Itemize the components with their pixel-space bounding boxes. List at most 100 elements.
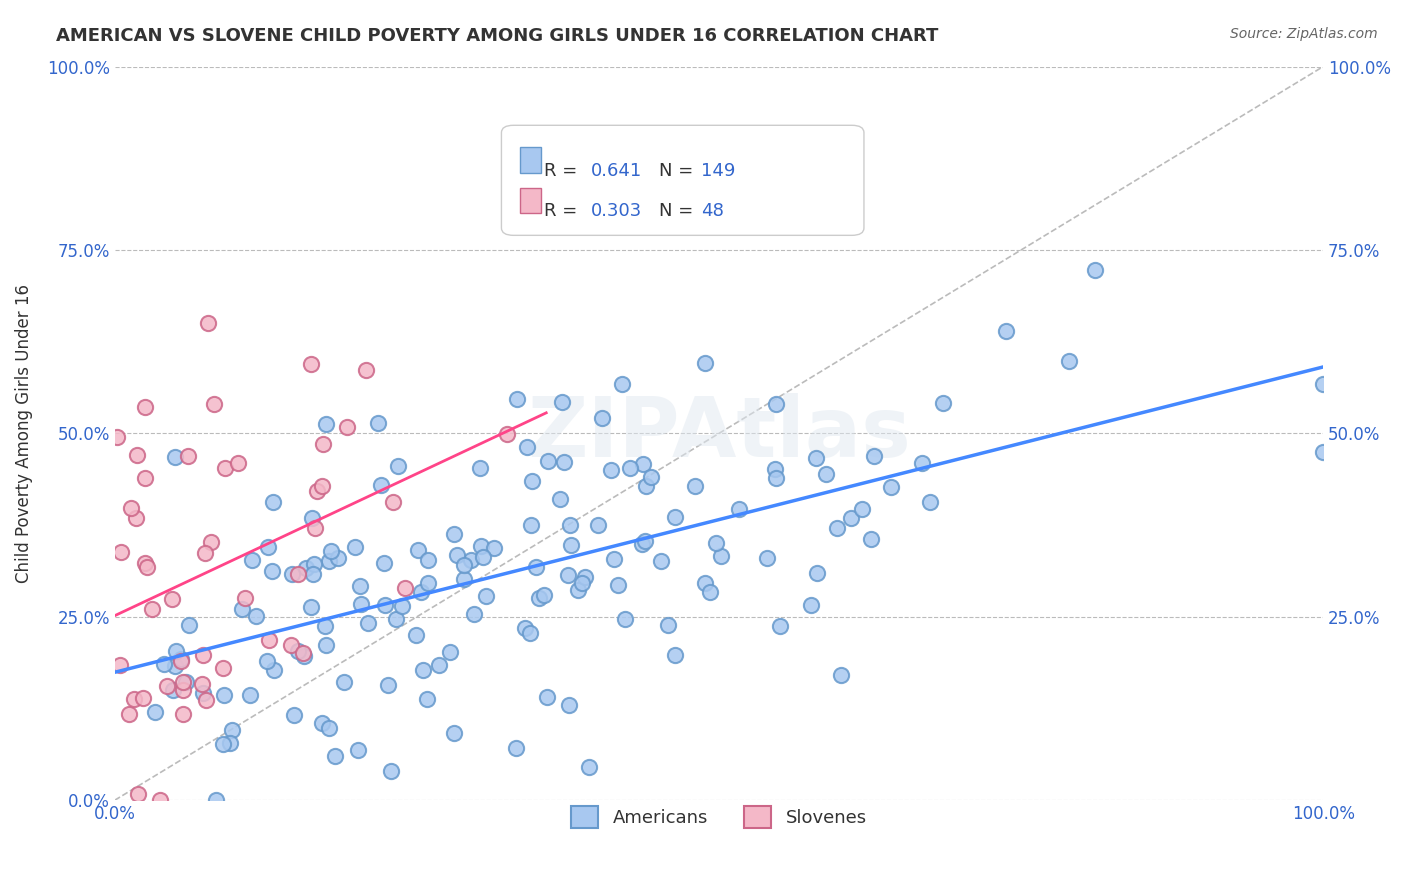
Slovenes [233,591,256,606]
Americans [263,663,285,677]
Americans [825,521,848,535]
Slovenes [354,363,377,377]
Slovenes [120,501,142,516]
Text: 48: 48 [700,202,724,220]
Text: 0.641: 0.641 [591,162,643,180]
Slovenes [197,317,219,331]
Slovenes [118,706,141,721]
Americans [177,617,200,632]
Americans [804,451,827,466]
Text: R =: R = [544,162,582,180]
Americans [806,566,828,580]
Americans [522,475,544,489]
Americans [728,501,751,516]
Americans [614,611,637,625]
Americans [299,599,322,614]
Americans [165,643,187,657]
Americans [475,589,498,603]
Americans [211,737,233,751]
Americans [506,392,529,406]
Americans [302,566,325,581]
Americans [443,726,465,740]
Slovenes [134,400,156,414]
Americans [860,532,883,546]
Americans [315,417,337,431]
Slovenes [172,682,194,697]
Slovenes [172,706,194,721]
Americans [830,668,852,682]
Americans [318,721,340,735]
Slovenes [336,420,359,434]
Americans [557,568,579,582]
Slovenes [125,448,148,462]
Americans [357,615,380,630]
Americans [578,760,600,774]
Americans [710,549,733,563]
Slovenes [149,793,172,807]
Americans [636,479,658,493]
Slovenes [280,638,302,652]
Americans [880,480,903,494]
Text: ZIPAtlas: ZIPAtlas [527,392,911,474]
Text: 149: 149 [700,162,735,180]
Americans [664,648,686,662]
Americans [533,588,555,602]
Americans [409,585,432,599]
Americans [932,396,955,410]
Americans [262,495,284,509]
Americans [346,743,368,757]
Slovenes [257,632,280,647]
Americans [439,645,461,659]
Americans [603,552,626,566]
Americans [245,609,267,624]
Americans [374,598,396,612]
Slovenes [292,646,315,660]
Americans [755,551,778,566]
Americans [349,579,371,593]
Americans [911,456,934,470]
Slovenes [141,602,163,616]
Americans [315,638,337,652]
Americans [765,471,787,485]
Americans [520,517,543,532]
Americans [591,411,613,425]
Americans [815,467,838,481]
Slovenes [110,544,132,558]
Americans [567,582,589,597]
FancyBboxPatch shape [520,147,541,173]
Slovenes [299,357,322,371]
Slovenes [125,510,148,524]
Americans [412,664,434,678]
Slovenes [135,560,157,574]
Americans [318,554,340,568]
Text: N =: N = [658,202,699,220]
Americans [765,462,787,476]
Americans [664,510,686,524]
Slovenes [214,460,236,475]
Americans [256,655,278,669]
Americans [163,658,186,673]
Americans [349,598,371,612]
Americans [212,688,235,702]
Americans [453,573,475,587]
Americans [619,461,641,475]
Americans [631,537,654,551]
Americans [571,575,593,590]
Americans [472,550,495,565]
Americans [470,461,492,475]
FancyBboxPatch shape [520,187,541,213]
Americans [205,793,228,807]
Slovenes [156,679,179,693]
Slovenes [177,450,200,464]
Americans [553,455,575,469]
Slovenes [312,437,335,451]
Slovenes [122,692,145,706]
Slovenes [200,534,222,549]
Americans [319,544,342,558]
Americans [699,585,721,599]
Text: R =: R = [544,202,582,220]
Americans [640,470,662,484]
Americans [693,576,716,591]
Americans [443,527,465,541]
Slovenes [131,691,153,706]
